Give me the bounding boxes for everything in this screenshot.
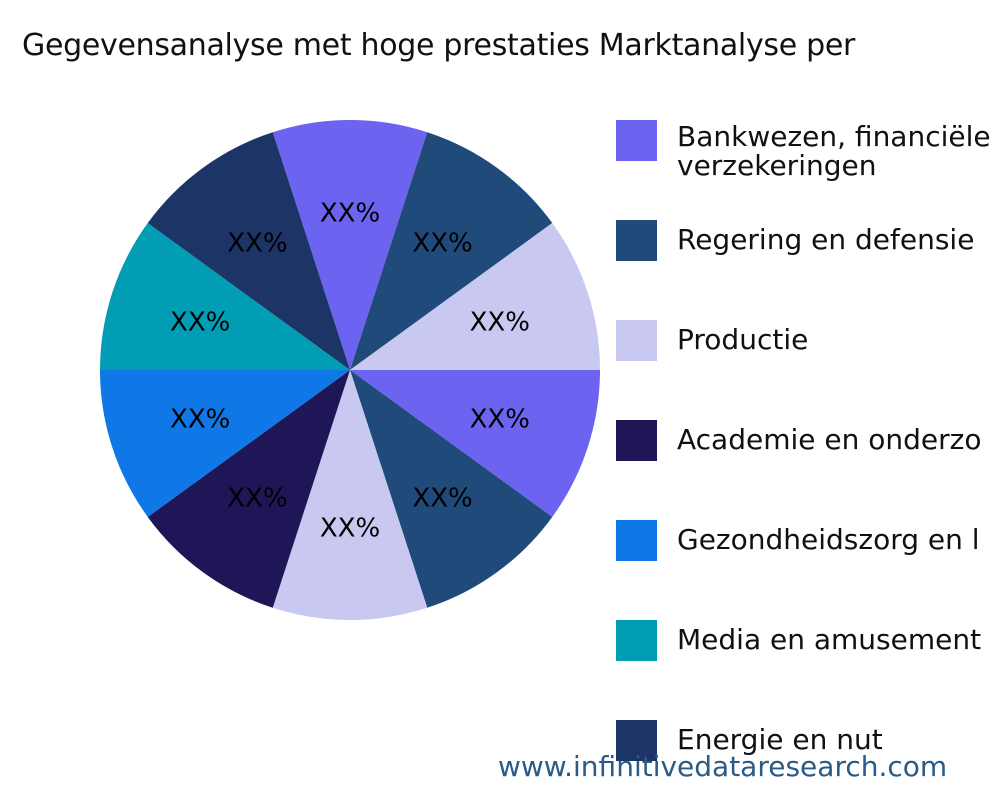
pie-slice[interactable]	[272, 119, 428, 370]
legend-label: Regering en defensie	[677, 223, 975, 256]
slice-label: XX%	[412, 483, 472, 513]
slice-label: XX%	[170, 405, 230, 435]
slice-label: XX%	[227, 483, 287, 513]
legend-label: Academie en onderzo	[677, 423, 982, 456]
watermark: www.infinitivedataresearch.com	[498, 750, 948, 783]
legend-swatch	[616, 420, 657, 461]
slice-label: XX%	[412, 229, 472, 259]
pie-slice[interactable]	[350, 370, 553, 608]
slice-label: XX%	[170, 307, 230, 337]
legend-label: Productie	[677, 323, 809, 356]
pie-slice[interactable]	[272, 370, 428, 620]
legend-swatch	[616, 620, 657, 661]
slice-label: XX%	[470, 307, 530, 337]
chart-title: Gegevensanalyse met hoge prestaties Mark…	[22, 28, 856, 63]
slice-label: XX%	[320, 199, 380, 229]
legend-label: Media en amusement	[677, 623, 982, 656]
slice-label: XX%	[227, 229, 287, 259]
pie-slice[interactable]	[350, 132, 553, 370]
pie-slice[interactable]	[350, 223, 600, 370]
pie-slice[interactable]	[147, 132, 350, 370]
pie-slice[interactable]	[147, 370, 350, 608]
legend-swatch	[616, 320, 657, 361]
slice-label: XX%	[320, 514, 380, 544]
legend-swatch	[616, 520, 657, 561]
legend-swatch	[616, 220, 657, 261]
pie-slice[interactable]	[350, 370, 600, 517]
slice-label: XX%	[470, 405, 530, 435]
pie-slice[interactable]	[100, 223, 350, 370]
legend-swatch	[616, 720, 657, 761]
legend-swatch	[616, 120, 657, 161]
legend-label: Energie en nut	[677, 723, 883, 756]
legend-label: Gezondheidszorg en l	[677, 523, 980, 556]
legend-label: Bankwezen, financiële verzekeringen	[677, 120, 991, 182]
pie-slice[interactable]	[100, 370, 350, 517]
